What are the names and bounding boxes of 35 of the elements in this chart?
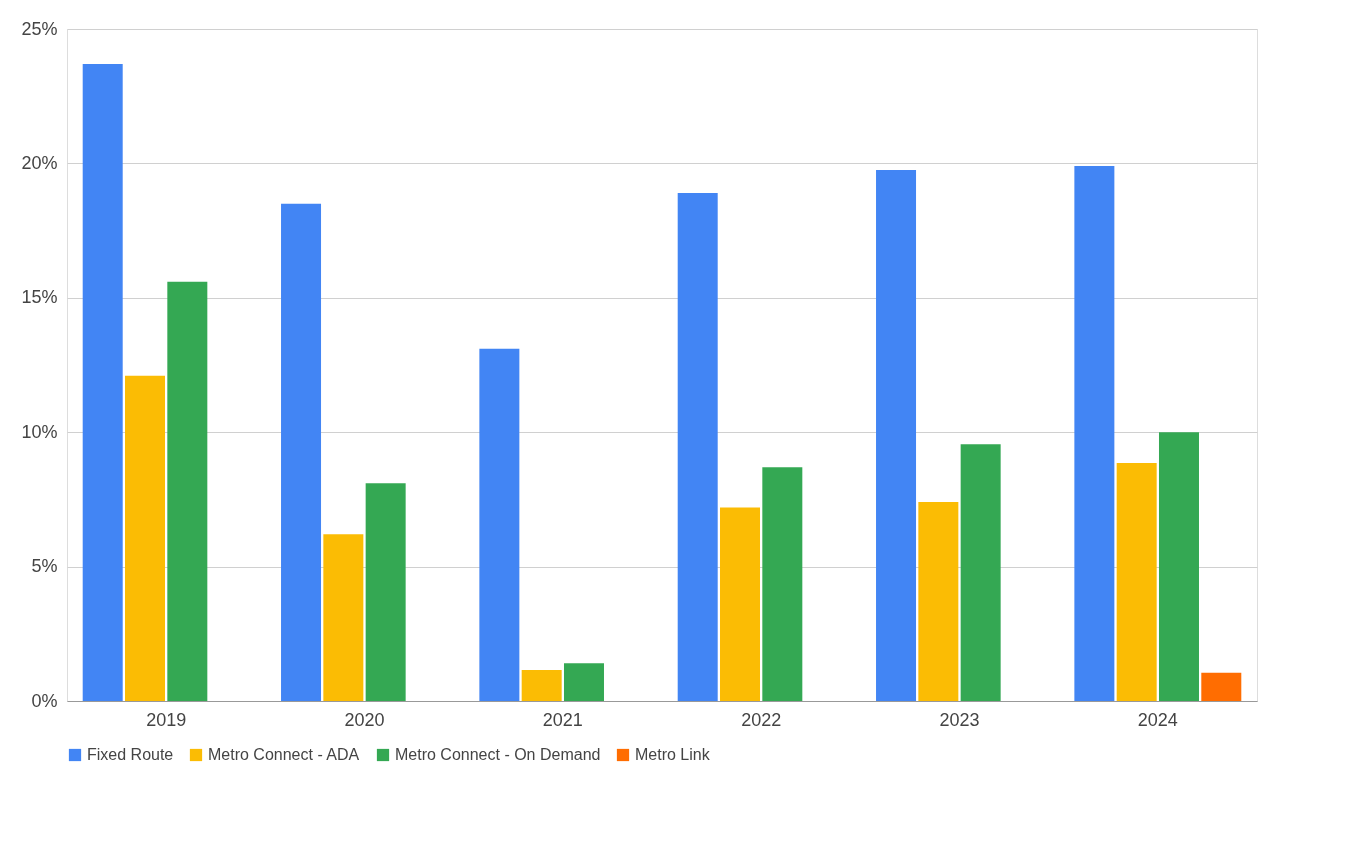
bar xyxy=(563,663,604,701)
bar xyxy=(1116,463,1157,701)
y-tick-label: 5% xyxy=(31,556,58,577)
bar xyxy=(82,63,123,701)
bar xyxy=(365,483,406,701)
x-tick-label: 2024 xyxy=(1137,709,1178,730)
y-tick-label: 10% xyxy=(21,421,58,442)
y-tick-label: 15% xyxy=(21,287,58,308)
bar xyxy=(960,444,1001,701)
x-tick-label: 2020 xyxy=(344,709,385,730)
x-tick-label: 2023 xyxy=(939,709,980,730)
y-tick-label: 0% xyxy=(31,690,58,711)
bar xyxy=(720,507,761,701)
bar xyxy=(479,348,520,701)
bar xyxy=(918,502,959,701)
x-tick-label: 2022 xyxy=(741,709,782,730)
bar xyxy=(167,281,208,701)
bar xyxy=(1074,166,1115,701)
bar xyxy=(876,170,917,701)
bar xyxy=(125,375,166,701)
legend-label: Metro Link xyxy=(635,746,711,763)
bar xyxy=(521,670,562,701)
x-tick-label: 2021 xyxy=(542,709,583,730)
y-tick-label: 20% xyxy=(21,152,58,173)
legend-label: Metro Connect - On Demand xyxy=(395,746,601,763)
bar xyxy=(281,203,322,701)
bar xyxy=(677,192,718,701)
y-tick-label: 25% xyxy=(21,18,58,39)
bar xyxy=(1158,432,1199,701)
bar xyxy=(323,534,364,701)
x-tick-label: 2019 xyxy=(146,709,187,730)
bar xyxy=(1201,672,1242,701)
legend-label: Metro Connect - ADA xyxy=(208,746,360,763)
legend-label: Fixed Route xyxy=(87,746,174,763)
bar xyxy=(762,467,803,701)
